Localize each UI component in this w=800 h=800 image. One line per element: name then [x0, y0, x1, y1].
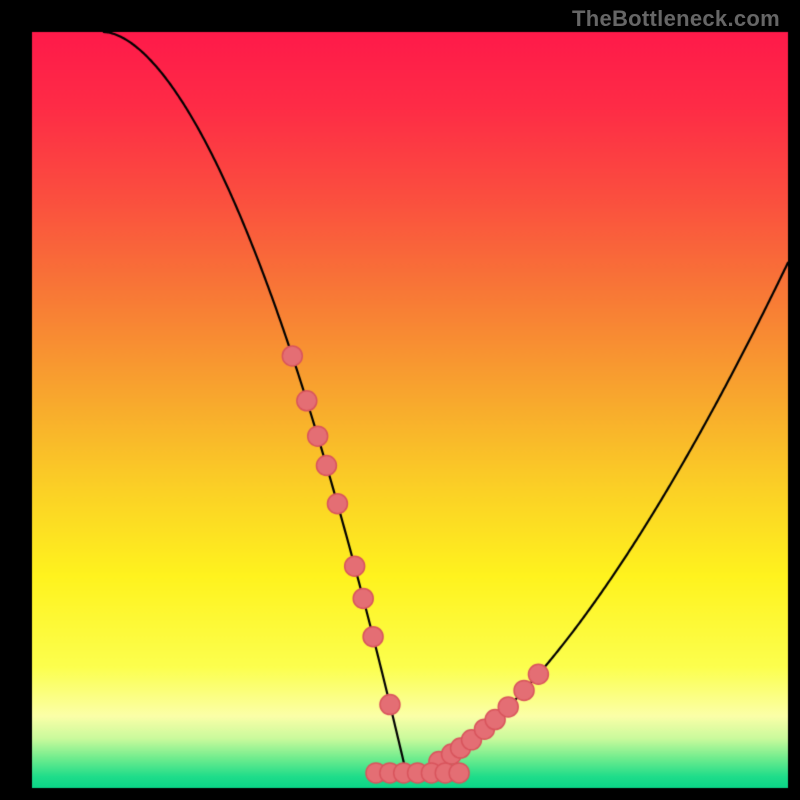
watermark-text: TheBottleneck.com: [572, 6, 780, 32]
bottleneck-chart-canvas: [0, 0, 800, 800]
